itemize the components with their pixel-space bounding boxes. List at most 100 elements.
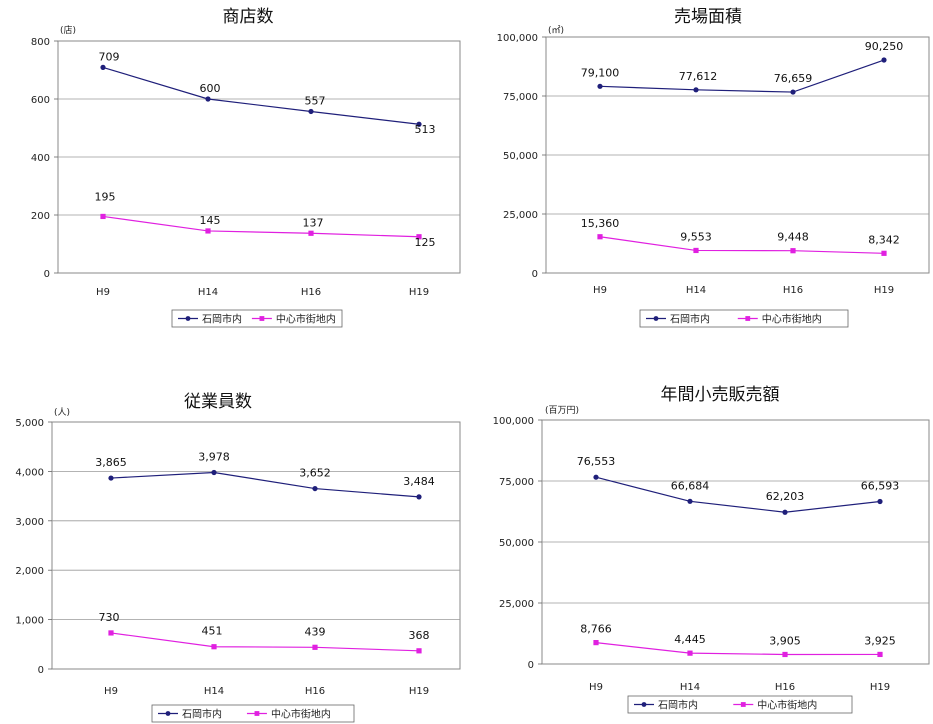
- data-label: 3,978: [198, 450, 230, 463]
- legend: 石岡市内 中心市街地内: [152, 705, 354, 722]
- chart-2: 売場面積(㎡)025,00050,00075,000100,000H9 H14 H1…: [497, 7, 929, 327]
- data-point: [312, 486, 317, 491]
- data-label: 3,865: [95, 456, 127, 469]
- y-tick-label: 75,000: [503, 92, 538, 103]
- data-label: 195: [95, 190, 116, 203]
- y-tick-label: 100,000: [497, 33, 538, 44]
- y-unit-label: (店): [60, 24, 76, 36]
- y-tick-label: 4,000: [15, 467, 44, 478]
- x-tick-label: H14: [198, 287, 218, 298]
- y-tick-label: 1,000: [15, 616, 44, 627]
- y-tick-label: 25,000: [499, 599, 534, 610]
- x-tick-label: H9: [589, 682, 603, 693]
- data-point: [790, 248, 795, 253]
- data-label: 76,553: [577, 455, 616, 468]
- chart-title: 従業員数: [184, 392, 252, 412]
- y-tick-label: 5,000: [15, 418, 44, 429]
- data-point: [308, 231, 313, 236]
- legend: 石岡市内 中心市街地内: [640, 310, 848, 327]
- data-point: [597, 234, 602, 239]
- data-point: [100, 214, 105, 219]
- data-label: 9,448: [777, 231, 809, 244]
- x-tick-label: H16: [301, 287, 321, 298]
- data-point: [211, 644, 216, 649]
- data-label: 730: [99, 611, 120, 624]
- data-point: [100, 65, 105, 70]
- chart-1: 商店数 (店) 0 200 400 600 800 H9 H14 H16 H19 709 600 557 5…: [31, 7, 460, 327]
- x-tick-label: H19: [409, 686, 429, 697]
- data-point: [312, 645, 317, 650]
- data-label: 8,342: [868, 233, 900, 246]
- data-point: [790, 89, 795, 94]
- data-point: [597, 84, 602, 89]
- y-tick-label: 200: [31, 211, 50, 222]
- data-point: [593, 475, 598, 480]
- x-tick-label: H16: [775, 682, 795, 693]
- legend-label: 石岡市内: [658, 699, 698, 712]
- data-point: [687, 651, 692, 656]
- chart-title: 年間小売販売額: [661, 385, 780, 405]
- y-tick-label: 25,000: [503, 210, 538, 221]
- data-label: 145: [200, 214, 221, 227]
- data-point: [687, 499, 692, 504]
- chart-4: 年間小売販売額 (百万円) 0 25,000 50,000 75,000 100,000 H9…: [493, 385, 929, 713]
- data-point: [693, 87, 698, 92]
- data-point: [593, 640, 598, 645]
- y-tick-label: 100,000: [493, 416, 534, 427]
- data-label: 439: [305, 625, 326, 638]
- legend-label: 中心市街地内: [762, 313, 822, 326]
- data-label: 90,250: [865, 40, 904, 53]
- y-unit-label: (人): [54, 407, 70, 418]
- x-tick-label: H14: [204, 686, 224, 697]
- legend-label: 中心市街地内: [276, 313, 336, 326]
- chart-title: 売場面積: [674, 7, 742, 27]
- data-point: [211, 470, 216, 475]
- data-point: [881, 251, 886, 256]
- data-label: 15,360: [581, 217, 620, 230]
- data-point: [108, 630, 113, 635]
- y-tick-label: 0: [528, 660, 534, 671]
- chart-3: 従業員数(人)01,0002,0003,0004,0005,000H9 H14 H1…: [15, 392, 460, 722]
- chart-title: 商店数: [223, 7, 274, 27]
- data-point: [877, 499, 882, 504]
- data-label: 557: [305, 94, 326, 107]
- x-tick-label: H9: [104, 686, 118, 697]
- legend: 石岡市内 中心市街地内: [172, 310, 342, 327]
- legend-marker: [741, 702, 746, 707]
- data-label: 4,445: [674, 633, 706, 646]
- data-label: 79,100: [581, 66, 620, 79]
- data-point: [877, 652, 882, 657]
- x-tick-label: H16: [783, 285, 803, 296]
- data-label: 513: [415, 123, 436, 136]
- data-label: 3,652: [299, 467, 331, 480]
- data-point: [782, 652, 787, 657]
- data-label: 600: [200, 82, 221, 95]
- y-tick-label: 800: [31, 37, 50, 48]
- y-tick-label: 400: [31, 153, 50, 164]
- data-point: [205, 96, 210, 101]
- data-point: [205, 228, 210, 233]
- y-tick-label: 50,000: [503, 151, 538, 162]
- data-label: 125: [415, 236, 436, 249]
- legend-label: 石岡市内: [670, 313, 710, 326]
- legend: 石岡市内 中心市街地内: [628, 696, 852, 713]
- y-tick-label: 0: [532, 269, 538, 280]
- x-tick-label: H19: [409, 287, 429, 298]
- legend-marker: [745, 316, 750, 321]
- data-label: 368: [409, 629, 430, 642]
- y-tick-label: 600: [31, 95, 50, 106]
- data-point: [416, 648, 421, 653]
- legend-marker: [642, 702, 647, 707]
- legend-marker: [166, 711, 171, 716]
- data-point: [782, 510, 787, 515]
- data-point: [881, 57, 886, 62]
- data-label: 76,659: [774, 72, 813, 85]
- y-unit-label: (百万円): [545, 405, 579, 416]
- data-label: 66,684: [671, 479, 710, 492]
- legend-marker: [260, 316, 265, 321]
- x-tick-label: H19: [874, 285, 894, 296]
- data-label: 709: [99, 50, 120, 63]
- y-tick-label: 75,000: [499, 477, 534, 488]
- data-point: [693, 248, 698, 253]
- data-point: [308, 109, 313, 114]
